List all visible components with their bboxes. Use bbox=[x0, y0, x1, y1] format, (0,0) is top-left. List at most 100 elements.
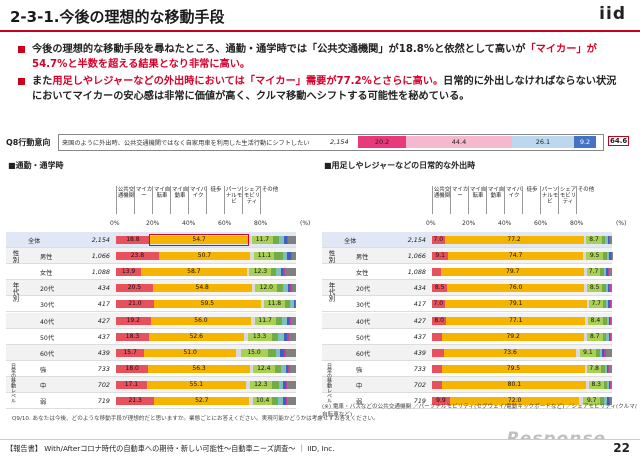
bar-segment bbox=[611, 381, 612, 389]
bar-segment bbox=[606, 349, 612, 357]
category-label: 60代 bbox=[356, 349, 370, 358]
bar-segment: 23.8 bbox=[116, 252, 159, 260]
bar-segment: 7.0 bbox=[432, 300, 445, 308]
bar-segment: 17.1 bbox=[116, 381, 147, 389]
legend-item: マイ自転車 bbox=[468, 186, 487, 214]
axis-tick-label: 60% bbox=[534, 220, 547, 227]
bar-segment bbox=[287, 381, 295, 389]
bar-segment: 11.8 bbox=[264, 300, 285, 308]
sample-size: 702 bbox=[404, 381, 426, 389]
bar-segment: 19.2 bbox=[116, 317, 151, 325]
sample-size: 434 bbox=[404, 284, 426, 292]
legend-item: その他 bbox=[260, 186, 279, 214]
bar-segment: 74.7 bbox=[448, 252, 582, 260]
q8-label: Q8行動意向 bbox=[6, 137, 50, 148]
bar-segment: 54.8 bbox=[153, 284, 252, 292]
sample-size: 417 bbox=[88, 300, 110, 308]
category-label: 女性 bbox=[356, 268, 368, 277]
legend-item: シェアモビリティ bbox=[242, 186, 261, 214]
bar-segment: 77.2 bbox=[445, 236, 584, 244]
sample-size: 439 bbox=[88, 349, 110, 357]
category-label: 男性 bbox=[40, 252, 52, 261]
category-label: 30代 bbox=[356, 300, 370, 309]
sample-size: 733 bbox=[88, 365, 110, 373]
commute-chart: ■通勤・通学時公共交通機関マイカーマイ自転車マイ自動車マイバイク徒歩パーソナルモ… bbox=[6, 160, 318, 408]
legend-item: パーソナルモビ bbox=[224, 186, 243, 214]
sample-size: 733 bbox=[404, 365, 426, 373]
legend-item: 徒歩 bbox=[206, 186, 225, 214]
bar-segment: 11.1 bbox=[254, 252, 274, 260]
highlight-box bbox=[149, 234, 249, 246]
category-label: 40代 bbox=[40, 317, 54, 326]
bar-segment bbox=[291, 317, 296, 325]
axis-tick-label: 20% bbox=[462, 220, 475, 227]
q8-segment: 9.2 bbox=[574, 136, 596, 148]
sample-size: 1,088 bbox=[88, 268, 110, 276]
category-label: 20代 bbox=[40, 284, 54, 293]
legend-item: 公共交通機関 bbox=[116, 186, 135, 214]
bar-segment: 7.7 bbox=[589, 300, 603, 308]
row-group-label: 日常の移動レベル bbox=[10, 363, 17, 407]
bar-segment: 80.1 bbox=[442, 381, 586, 389]
axis-tick-label: 40% bbox=[182, 220, 195, 227]
bar-segment: 9.5 bbox=[586, 252, 603, 260]
category-label: 40代 bbox=[356, 317, 370, 326]
bar-segment: 21.3 bbox=[116, 397, 154, 405]
legend-item: マイ自動車 bbox=[486, 186, 505, 214]
bar-segment: 8.7 bbox=[586, 236, 602, 244]
bar-segment: 56.0 bbox=[151, 317, 252, 325]
summary-bullets: 今後の理想的な移動手段を尋ねたところ、通勤・通学時では「公共交通機関」が18.8… bbox=[18, 42, 618, 106]
page-title: 2-3-1.今後の理想的な移動手段 bbox=[10, 6, 224, 27]
q8-segment: 44.4 bbox=[406, 136, 512, 148]
bar-segment: 12.3 bbox=[249, 268, 271, 276]
sample-size: 719 bbox=[88, 397, 110, 405]
legend-item: マイバイク bbox=[504, 186, 523, 214]
bar-segment: 11.7 bbox=[255, 317, 276, 325]
category-label: 全体 bbox=[28, 236, 40, 245]
bar-segment: 52.6 bbox=[149, 333, 244, 341]
row-group-label: 日常の移動レベル bbox=[326, 363, 333, 407]
bar-segment: 79.7 bbox=[441, 268, 584, 276]
bar-segment bbox=[289, 333, 296, 341]
footer-bar: 【報告書】 With/Afterコロナ時代の自動車への期待・新しい可能性～自動車… bbox=[0, 439, 640, 457]
bar-segment bbox=[285, 268, 296, 276]
bar-segment bbox=[432, 333, 442, 341]
bullet-text-part: 用足しやレジャーなどの外出時においては「マイカー」需要が77.2%とさらに高い。 bbox=[52, 76, 443, 87]
outing-chart: ■用足しやレジャーなどの日常的な外出時公共交通機関マイカーマイ自転車マイ自動車マ… bbox=[322, 160, 634, 408]
category-label: 中 bbox=[40, 381, 46, 390]
bar-segment: 8.4 bbox=[588, 317, 603, 325]
legend-item: その他 bbox=[576, 186, 595, 214]
sample-size: 1,066 bbox=[88, 252, 110, 260]
axis-tick-label: 0% bbox=[110, 220, 120, 227]
sample-size: 417 bbox=[404, 300, 426, 308]
q8-top2-score: 64.6 bbox=[608, 136, 629, 146]
axis-tick-label: 80% bbox=[254, 220, 267, 227]
axis-unit: (%) bbox=[300, 220, 310, 227]
q8-segment: 20.2 bbox=[358, 136, 406, 148]
sample-size: 2,154 bbox=[88, 236, 110, 244]
sample-size: 427 bbox=[88, 317, 110, 325]
bar-segment: 59.5 bbox=[154, 300, 261, 308]
bar-segment: 15.7 bbox=[116, 349, 144, 357]
bar-segment: 8.3 bbox=[589, 381, 604, 389]
bar-segment bbox=[287, 397, 295, 405]
bar-segment: 10.4 bbox=[253, 397, 272, 405]
sample-size: 1,066 bbox=[404, 252, 426, 260]
bar-segment: 79.5 bbox=[442, 365, 585, 373]
category-label: 60代 bbox=[40, 349, 54, 358]
bar-segment: 13.9 bbox=[116, 268, 141, 276]
legend-item: マイカー bbox=[450, 186, 469, 214]
bar-segment: 77.1 bbox=[446, 317, 585, 325]
bar-segment: 11.7 bbox=[252, 236, 273, 244]
